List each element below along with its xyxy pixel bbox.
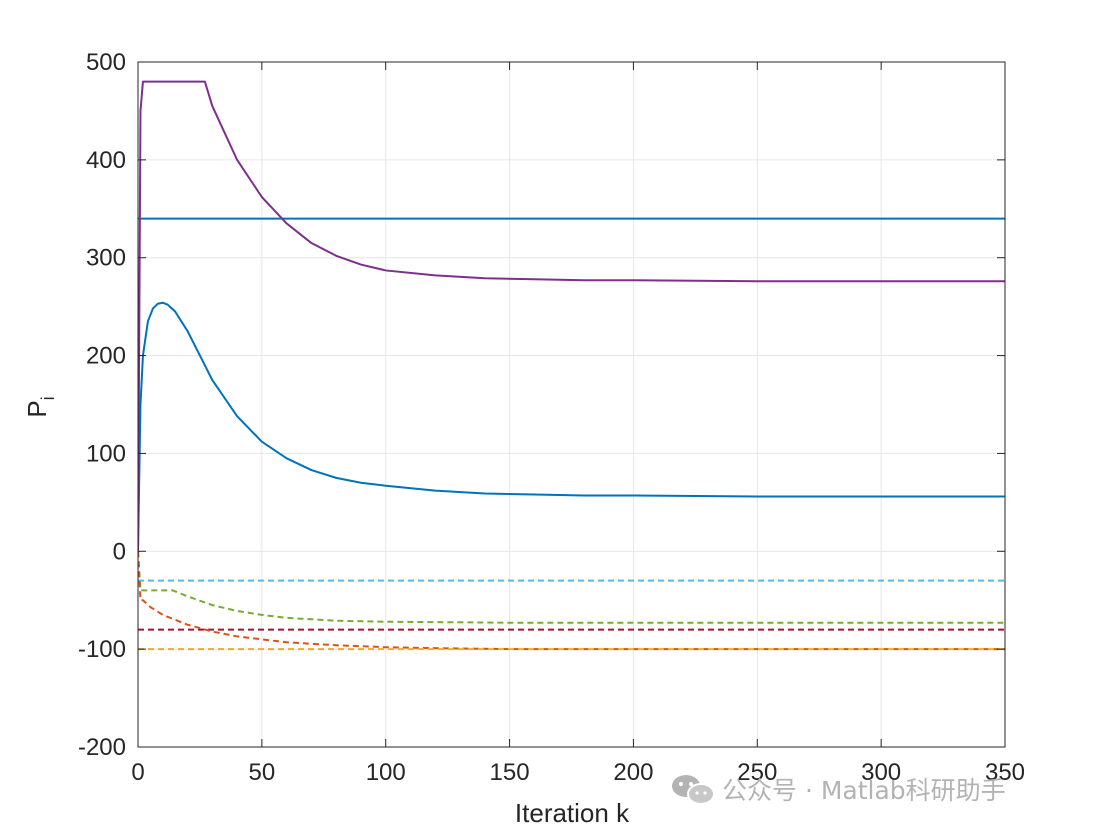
y-axis-label-group: Pi (22, 396, 58, 417)
watermark: 公众号 · Matlab科研助手 (672, 775, 1006, 805)
axes-frame (137, 61, 1006, 748)
y-tick-label: 300 (86, 245, 126, 272)
x-tick-label: 350 (985, 759, 1025, 786)
x-tick-label: 50 (249, 759, 276, 786)
svg-text:Pi: Pi (22, 396, 58, 417)
x-tick-label: 100 (366, 759, 406, 786)
y-tick-label: 500 (86, 49, 126, 76)
y-tick-label: -200 (78, 734, 126, 761)
y-tick-label: 400 (86, 147, 126, 174)
y-tick-label: 100 (86, 440, 126, 467)
y-tick-label: 200 (86, 343, 126, 370)
x-tick-label: 200 (613, 759, 653, 786)
x-axis-label: Iteration k (515, 798, 630, 828)
series-line-3 (138, 80, 1005, 552)
y-tick-label: 0 (113, 538, 126, 565)
x-tick-label: 300 (861, 759, 901, 786)
watermark-text: 公众号 · Matlab科研助手 (722, 776, 1006, 805)
wechat-icon (672, 775, 715, 805)
axes-box (137, 61, 1006, 748)
series-line-7 (138, 551, 1005, 651)
y-tick-label: -100 (78, 636, 126, 663)
x-tick-label: 250 (737, 759, 777, 786)
series-line-1 (138, 301, 1005, 552)
y-axis-label: P (22, 400, 52, 417)
x-tick-label: 0 (131, 759, 144, 786)
x-tick-label: 150 (490, 759, 530, 786)
tick-labels: 0 50 100 150 200 250 300 350 -200 -100 0 100 200 300 4… (78, 49, 1025, 786)
grid-lines (137, 61, 1006, 748)
y-axis-label-subscript: i (38, 396, 58, 400)
series-line-5 (138, 551, 1005, 624)
